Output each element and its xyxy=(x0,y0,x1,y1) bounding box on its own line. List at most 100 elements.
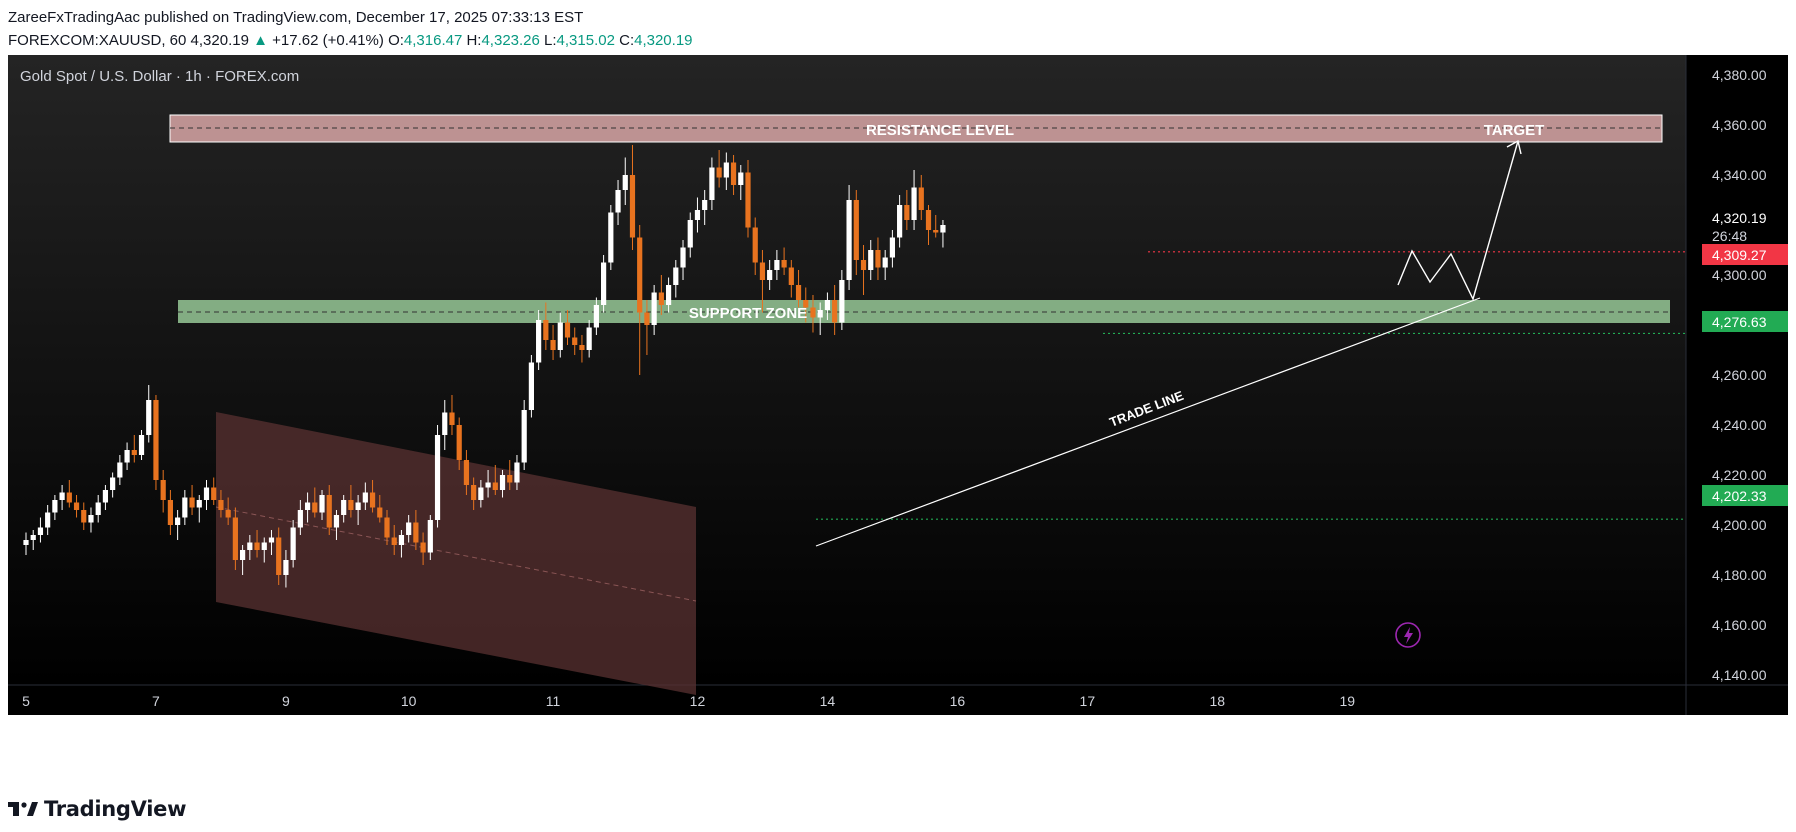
candle-body xyxy=(651,292,657,325)
candle xyxy=(644,300,650,355)
support-zone xyxy=(178,300,1670,323)
price-levels xyxy=(816,251,1686,520)
candle xyxy=(442,400,448,450)
candle-body xyxy=(449,412,455,425)
candle xyxy=(153,395,159,490)
change-arrow-icon: ▲ xyxy=(253,32,268,49)
y-tick-label: 4,340.00 xyxy=(1712,167,1767,183)
time-axis-background[interactable] xyxy=(8,685,1788,715)
candle xyxy=(629,145,636,250)
candle xyxy=(377,495,383,523)
candle-body xyxy=(911,187,917,220)
candle-body xyxy=(81,510,87,523)
candle xyxy=(528,355,534,418)
candle xyxy=(160,470,166,513)
candle xyxy=(182,490,188,525)
candle-body xyxy=(680,247,686,268)
candle-body xyxy=(442,412,448,435)
prev-close-tag: 4,309.27 xyxy=(1702,244,1788,265)
price-axis-background[interactable] xyxy=(1686,55,1788,685)
candle-body xyxy=(629,175,636,238)
candle xyxy=(543,302,549,350)
x-tick-label: 10 xyxy=(401,693,417,709)
candle xyxy=(362,482,368,510)
price-chart[interactable]: Gold Spot / U.S. Dollar · 1h · FOREX.com… xyxy=(8,55,1788,785)
candle-body xyxy=(788,267,794,285)
symbol-label[interactable]: FOREXCOM:XAUUSD, 60 xyxy=(8,32,187,49)
candle xyxy=(456,417,462,470)
candle-body xyxy=(767,270,773,280)
open-value: 4,316.47 xyxy=(403,32,463,49)
candle-body xyxy=(355,502,361,510)
projection-arrowhead-icon xyxy=(1506,139,1522,155)
x-tick-label: 7 xyxy=(152,693,160,709)
candle-body xyxy=(225,510,231,518)
candle xyxy=(189,485,195,515)
candle-body xyxy=(622,175,628,190)
time-axis[interactable]: 5 7 9 10 11 12 14 16 17 18 19 xyxy=(22,693,1355,709)
lightning-icon[interactable] xyxy=(1395,622,1421,648)
candle xyxy=(434,425,441,528)
close-value: 4,320.19 xyxy=(634,32,693,49)
trade-line[interactable] xyxy=(815,297,1481,547)
candle-body xyxy=(384,517,390,538)
candle-body xyxy=(918,187,924,210)
candle xyxy=(290,520,296,568)
candle-body xyxy=(572,337,578,345)
candle xyxy=(283,550,289,588)
candle-body xyxy=(456,425,462,460)
price-axis[interactable]: 4,140.00 4,160.00 4,180.00 4,200.00 4,220.00… xyxy=(1712,67,1767,683)
candle xyxy=(673,260,679,298)
candle xyxy=(651,285,657,335)
candle-body xyxy=(37,527,44,535)
candle-body xyxy=(232,517,238,560)
candle xyxy=(146,385,152,443)
candle xyxy=(911,170,917,230)
candle-body xyxy=(290,527,296,560)
candle-body xyxy=(348,500,354,510)
candle-body xyxy=(138,435,145,455)
candle xyxy=(218,490,224,518)
tradingview-brand[interactable]: TradingView xyxy=(44,797,187,821)
candle-body xyxy=(88,515,94,523)
candle-body xyxy=(853,200,859,260)
candle-body xyxy=(507,475,513,483)
candle xyxy=(131,435,137,463)
published-line: ZareeFxTradingAac published on TradingVi… xyxy=(8,9,584,26)
candle xyxy=(925,205,932,245)
candle-body xyxy=(297,510,303,528)
candle-body xyxy=(882,257,888,268)
candle xyxy=(398,530,405,558)
candle-body xyxy=(536,320,542,363)
candle-body xyxy=(362,492,368,503)
candle xyxy=(232,507,238,570)
candle xyxy=(110,472,116,498)
candle-body xyxy=(832,300,838,323)
candle xyxy=(579,335,585,363)
candle xyxy=(254,530,260,558)
candle-body xyxy=(261,542,267,550)
candle xyxy=(297,500,303,535)
y-tick-label: 4,140.00 xyxy=(1712,667,1767,683)
candle-body xyxy=(218,500,224,510)
candle xyxy=(167,490,173,535)
candle xyxy=(117,455,123,485)
candle xyxy=(557,312,563,358)
candle-body xyxy=(95,502,101,515)
candle-body xyxy=(608,212,614,263)
candle xyxy=(918,175,924,220)
candle-body xyxy=(716,167,722,178)
candle-body xyxy=(557,322,563,350)
candle xyxy=(875,237,881,280)
candle-body xyxy=(615,190,621,213)
candle xyxy=(665,277,672,313)
candle xyxy=(817,302,823,335)
candle xyxy=(355,495,361,525)
candle-body xyxy=(189,497,195,508)
projection-path[interactable] xyxy=(1397,140,1519,301)
x-tick-label: 17 xyxy=(1080,693,1096,709)
candle-body xyxy=(478,487,484,500)
candle-body xyxy=(738,172,744,185)
last-price-tag-value: 4,320.19 xyxy=(1712,210,1767,226)
candle xyxy=(492,465,498,495)
